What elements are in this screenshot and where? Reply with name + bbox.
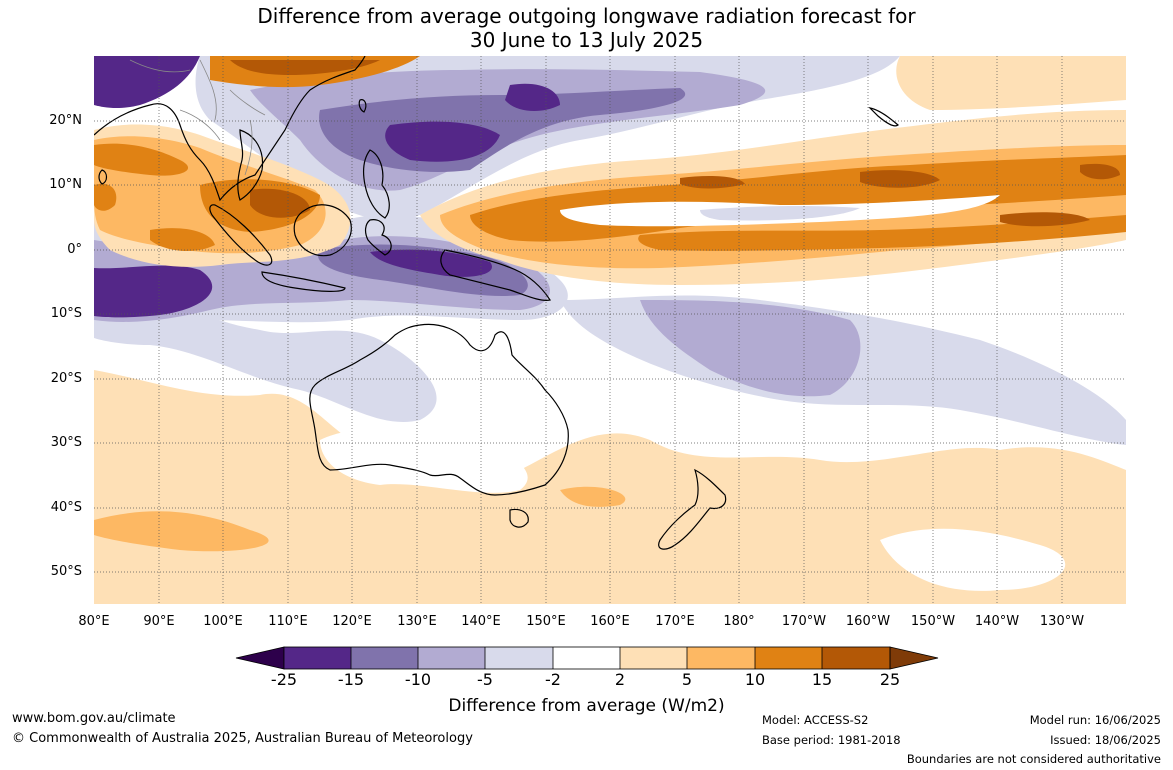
lon-label-140w: 140°W	[974, 614, 1020, 629]
colorbar-swatch-6	[620, 647, 687, 669]
colorbar-swatch-3	[418, 647, 485, 669]
tasmania-coastline	[509, 508, 529, 528]
gridlines	[94, 56, 1126, 604]
anomaly-region-newguinea-core	[370, 249, 492, 277]
anomaly-region-south-patch1	[94, 511, 269, 552]
lon-label-110e: 110°E	[268, 614, 308, 629]
map-title-line1: Difference from average outgoing longwav…	[257, 4, 916, 28]
anomaly-region-south-white-east	[880, 528, 1066, 591]
asia-borders	[129, 59, 266, 176]
lon-label-100e: 100°E	[203, 614, 243, 629]
anomaly-region-southeast-asia-core	[250, 188, 310, 218]
colorbar-low-extend	[235, 646, 285, 670]
colorbar-tick-label: 25	[879, 670, 901, 689]
indochina-coastline	[237, 129, 264, 201]
colorbar	[235, 646, 939, 670]
model-name: Model: ACCESS-S2	[762, 713, 869, 727]
anomaly-region-itcz-dark	[470, 155, 1126, 251]
colorbar-tick-label: -2	[545, 670, 561, 689]
colorbar-high-extend	[889, 646, 939, 670]
boundaries-disclaimer: Boundaries are not considered authoritat…	[906, 752, 1161, 766]
asia-mainland-coastline	[94, 56, 366, 202]
anomaly-region-southeast-asia-dark	[94, 143, 320, 252]
lat-label-eq: 0°	[67, 242, 82, 257]
colorbar-tick-label: -25	[270, 670, 298, 689]
lon-label-170e: 170°E	[655, 614, 695, 629]
sulawesi-coastline	[364, 219, 392, 256]
issued-date: Issued: 18/06/2025	[1050, 733, 1161, 747]
anomaly-region-australia-white	[320, 428, 528, 493]
colorbar-swatch-9	[822, 647, 890, 669]
lon-label-180: 180°	[723, 614, 755, 629]
java-coastline	[261, 271, 346, 292]
colorbar-swatch-7	[687, 647, 755, 669]
philippines-coastline	[363, 149, 390, 219]
colorbar-swatch-1	[284, 647, 351, 669]
anomaly-region-itcz-purple-gap	[700, 205, 860, 221]
colorbar-tick-label: 10	[744, 670, 766, 689]
colorbar-swatch-4	[485, 647, 553, 669]
colorbar-tick-label: 5	[681, 670, 693, 689]
lon-label-150e: 150°E	[526, 614, 566, 629]
lon-label-80e: 80°E	[78, 614, 110, 629]
new-guinea-coastline	[440, 249, 551, 301]
map-title-line2: 30 June to 13 July 2025	[469, 28, 704, 52]
colorbar-tick-label: 2	[614, 670, 626, 689]
anomaly-region-north-top-core	[230, 60, 380, 75]
lon-label-160e: 160°E	[590, 614, 630, 629]
sumatra-coastline	[209, 204, 273, 266]
lon-label-130w: 130°W	[1039, 614, 1085, 629]
country-borders	[129, 59, 266, 176]
colorbar-swatch-8	[755, 647, 822, 669]
model-run-date: Model run: 16/06/2025	[1029, 713, 1161, 727]
anomaly-region-maritime-dark	[94, 265, 213, 318]
website-link[interactable]: www.bom.gov.au/climate	[12, 711, 176, 726]
colorbar-swatch-5	[553, 647, 620, 669]
lat-label-10s: 10°S	[50, 306, 82, 321]
taiwan-coastline	[358, 99, 367, 113]
lon-label-150w: 150°W	[910, 614, 956, 629]
anomaly-region-spcz-mid	[640, 300, 861, 397]
anomaly-region-south-patch2	[560, 486, 626, 507]
lon-label-120e: 120°E	[332, 614, 372, 629]
australia-coastline	[309, 323, 569, 496]
colorbar-tick-label: -5	[477, 670, 493, 689]
lon-label-130e: 130°E	[397, 614, 437, 629]
hawaii-coastline	[868, 107, 899, 127]
copyright-text: © Commonwealth of Australia 2025, Austra…	[12, 731, 473, 746]
lon-label-160w: 160°W	[845, 614, 891, 629]
lat-label-20n: 20°N	[49, 113, 82, 128]
lon-label-140e: 140°E	[461, 614, 501, 629]
anomaly-region-north-pacific-core	[385, 121, 500, 162]
borneo-coastline	[293, 204, 352, 257]
lat-label-40s: 40°S	[50, 500, 82, 515]
lon-label-170w: 170°W	[781, 614, 827, 629]
anomaly-region-north-east-light	[896, 56, 1126, 110]
lon-label-90e: 90°E	[143, 614, 175, 629]
colorbar-tick-label: -15	[337, 670, 365, 689]
anomaly-region-northwest-orange	[94, 183, 117, 211]
coastlines	[94, 56, 899, 550]
anomaly-region-itcz-core	[680, 163, 1120, 227]
lat-label-50s: 50°S	[50, 564, 82, 579]
colorbar-tick-label: 15	[811, 670, 833, 689]
colorbar-tick-label: -10	[404, 670, 432, 689]
lat-label-30s: 30°S	[50, 435, 82, 450]
colorbar-swatch-2	[351, 647, 418, 669]
anomaly-region-northwest-dark	[94, 56, 200, 109]
lat-label-20s: 20°S	[50, 371, 82, 386]
sri-lanka-coastline	[98, 169, 108, 185]
colorbar-title: Difference from average (W/m2)	[448, 696, 725, 716]
base-period: Base period: 1981-2018	[762, 733, 901, 747]
lat-label-10n: 10°N	[49, 177, 82, 192]
